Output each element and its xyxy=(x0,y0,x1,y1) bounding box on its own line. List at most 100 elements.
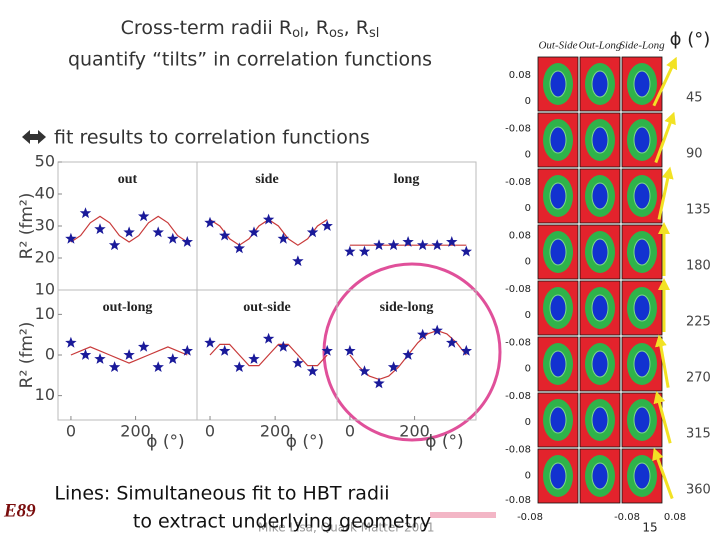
angle-label: 360 xyxy=(686,483,711,498)
contour-inner xyxy=(549,238,567,266)
highlight-circle xyxy=(322,262,502,442)
y-label: 0 xyxy=(525,310,531,321)
data-point xyxy=(446,236,458,247)
x-label: -0.08 xyxy=(517,512,543,523)
title-sub: sl xyxy=(369,26,379,41)
data-point xyxy=(65,232,77,244)
y-label: 0 xyxy=(525,364,531,375)
e89-label: E89 xyxy=(3,500,36,521)
data-point xyxy=(262,332,275,344)
contour-inner xyxy=(633,182,651,210)
data-point xyxy=(138,340,150,352)
data-point xyxy=(431,324,443,336)
y-tick-label: 20 xyxy=(35,248,55,267)
data-point xyxy=(344,245,356,257)
data-point xyxy=(108,239,121,251)
data-point xyxy=(344,344,356,356)
data-point xyxy=(79,349,92,360)
contour-inner xyxy=(549,126,567,154)
contour-inner xyxy=(633,70,651,98)
data-point xyxy=(460,245,472,257)
data-point xyxy=(402,236,414,247)
data-point xyxy=(181,236,193,247)
title-part: , R xyxy=(344,17,369,39)
data-point xyxy=(277,340,289,352)
data-point xyxy=(306,365,319,377)
panel-title: out xyxy=(118,172,138,187)
data-point xyxy=(79,207,92,219)
x-tick-label: 200 xyxy=(120,422,151,441)
title-sub: ol xyxy=(292,26,304,41)
data-point xyxy=(417,239,429,251)
fit-line xyxy=(70,215,188,243)
data-point xyxy=(233,242,245,254)
y-tick-label: 40 xyxy=(35,184,55,203)
y-tick-label: 0 xyxy=(45,345,55,364)
x-axis-label: ϕ (°) xyxy=(286,432,324,452)
tilt-arrow xyxy=(654,111,676,164)
title-part: Cross-term radii R xyxy=(121,17,292,39)
x-label: -0.08 xyxy=(614,512,640,523)
data-point xyxy=(387,361,400,372)
data-point xyxy=(262,213,275,225)
data-point xyxy=(138,210,150,222)
data-point xyxy=(321,344,333,356)
angle-label: 225 xyxy=(686,315,711,330)
data-point xyxy=(248,226,260,238)
y-axis-label: R² (fm²) xyxy=(17,322,37,389)
contour-inner xyxy=(633,238,651,266)
x-tick-label: 0 xyxy=(345,422,355,441)
y-tick-label: 30 xyxy=(35,216,55,235)
data-point xyxy=(65,336,77,348)
data-point xyxy=(94,223,106,235)
tilt-arrow xyxy=(652,447,674,500)
data-point xyxy=(152,226,164,238)
data-point xyxy=(248,353,260,364)
contour-inner xyxy=(591,406,609,434)
panel-frame xyxy=(336,289,477,421)
data-point xyxy=(219,229,231,241)
title-sub: os xyxy=(329,26,344,41)
x-axis-label: ϕ (°) xyxy=(146,432,184,452)
data-point xyxy=(431,239,443,251)
bullet-text: fit results to correlation functions xyxy=(54,127,370,149)
y-label: -0.08 xyxy=(505,338,531,349)
data-point xyxy=(292,357,304,368)
x-tick-label: 200 xyxy=(399,422,430,441)
y-axis-label: R² (fm²) xyxy=(17,193,37,260)
contour-inner xyxy=(549,294,567,322)
x-tick-label: 0 xyxy=(205,422,215,441)
y-label: 0.08 xyxy=(509,231,531,242)
y-label: 0 xyxy=(525,150,531,161)
y-label: 0 xyxy=(525,203,531,214)
data-point xyxy=(123,226,135,238)
tilt-arrow xyxy=(654,334,670,388)
footer-line-2: to extract underlying geometry xyxy=(133,511,431,533)
page-number: 15 xyxy=(642,521,657,535)
phi-label: ϕ (°) xyxy=(670,29,711,50)
contour-inner xyxy=(591,70,609,98)
x-tick-label: 200 xyxy=(260,422,291,441)
fit-line xyxy=(70,346,188,364)
x-tick-label: 0 xyxy=(66,422,76,441)
y-label: 0 xyxy=(525,96,531,107)
data-point xyxy=(417,328,429,340)
contour-inner xyxy=(591,294,609,322)
y-tick-label: 10 xyxy=(35,280,55,299)
data-point xyxy=(108,361,121,372)
data-point xyxy=(123,349,135,360)
column-header: Side-Long xyxy=(619,40,665,52)
data-point xyxy=(204,216,216,228)
panel-title: side-long xyxy=(380,300,434,315)
panel-title: out-long xyxy=(103,300,153,315)
panel-title: out-side xyxy=(243,300,290,315)
y-label: 0 xyxy=(525,471,531,482)
angle-label: 45 xyxy=(686,91,703,106)
contour-inner xyxy=(591,350,609,378)
x-axis-label: ϕ (°) xyxy=(425,432,463,452)
footer-line-1: Lines: Simultaneous fit to HBT radii xyxy=(54,483,389,505)
data-point xyxy=(181,344,193,356)
y-label: -0.08 xyxy=(505,495,531,506)
title-line-2: quantify “tilts” in correlation function… xyxy=(68,49,432,71)
